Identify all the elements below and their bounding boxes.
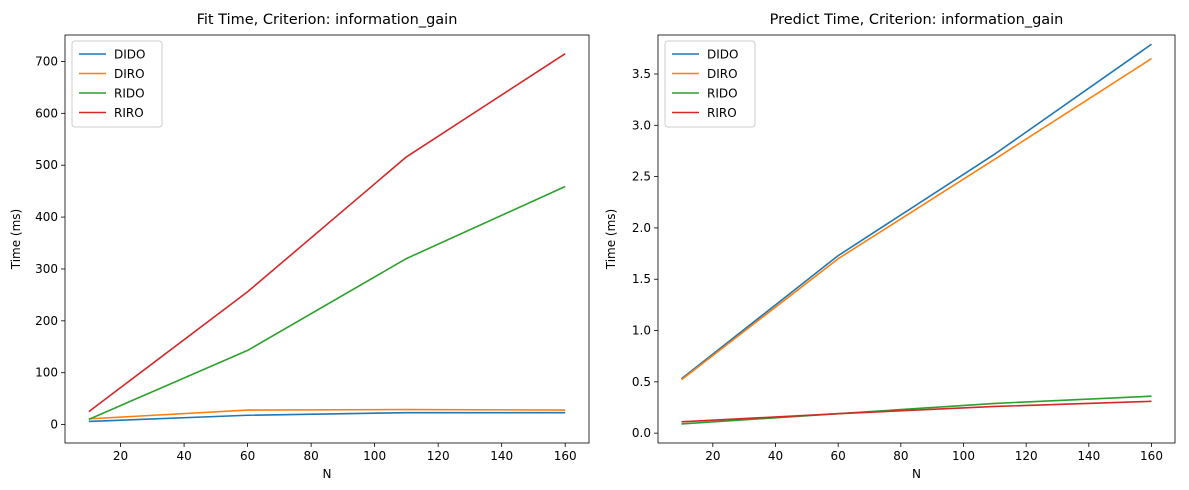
legend-label-riro: RIRO [114, 106, 144, 120]
y-tick-label: 0.0 [632, 426, 651, 440]
series-line-dido [681, 43, 1152, 380]
x-tick-label: 40 [176, 449, 191, 463]
x-tick-label: 140 [1077, 449, 1100, 463]
y-tick-label: 400 [35, 210, 58, 224]
legend-label-riro: RIRO [707, 106, 737, 120]
legend-label-rido: RIDO [707, 87, 738, 101]
legend-label-dido: DIDO [114, 48, 145, 62]
y-tick-label: 1.5 [632, 272, 651, 286]
chart-title: Fit Time, Criterion: information_gain [197, 12, 458, 28]
chart-panel-1: Fit Time, Criterion: information_gain 20 4… [9, 12, 590, 481]
series-line-riro [681, 400, 1152, 423]
series-line-dido [88, 411, 566, 423]
y-tick-label: 3.5 [632, 67, 651, 81]
x-tick-label: 160 [1140, 449, 1163, 463]
chart-panel-2: Predict Time, Criterion: information_gai… [604, 12, 1176, 481]
legend-label-diro: DIRO [707, 67, 738, 81]
x-tick-label: 120 [1015, 449, 1038, 463]
series-line-rido [88, 185, 566, 421]
y-tick-label: 100 [35, 366, 58, 380]
legend-label-rido: RIDO [114, 87, 145, 101]
y-tick-label: 1.0 [632, 324, 651, 338]
y-tick-label: 2.0 [632, 221, 651, 235]
axes-frame [64, 34, 590, 444]
x-tick-label: 60 [831, 449, 846, 463]
y-tick-label: 3.0 [632, 118, 651, 132]
y-axis-label: Time (ms) [604, 209, 618, 271]
x-tick-label: 100 [952, 449, 975, 463]
x-tick-label: 80 [303, 449, 318, 463]
axes-frame [657, 34, 1176, 444]
legend-label-diro: DIRO [114, 67, 145, 81]
legend-box [71, 40, 163, 128]
x-axis-label: N [912, 467, 921, 481]
x-tick-label: 160 [554, 449, 577, 463]
y-tick-label: 500 [35, 158, 58, 172]
y-tick-label: 700 [35, 54, 58, 68]
series-line-riro [88, 53, 566, 413]
y-axis-label: Time (ms) [9, 209, 23, 271]
series-line-rido [681, 395, 1152, 425]
x-tick-label: 80 [893, 449, 908, 463]
x-tick-label: 60 [240, 449, 255, 463]
y-tick-label: 300 [35, 262, 58, 276]
x-tick-label: 20 [705, 449, 720, 463]
y-tick-label: 200 [35, 314, 58, 328]
y-tick-label: 2.5 [632, 170, 651, 184]
legend: DIDO DIRO RIDO RIRO [71, 40, 163, 128]
legend: DIDO DIRO RIDO RIRO [664, 40, 756, 128]
y-tick-label: 0.5 [632, 375, 651, 389]
x-tick-label: 120 [427, 449, 450, 463]
x-axis-label: N [323, 467, 332, 481]
legend-box [664, 40, 756, 128]
chart-title: Predict Time, Criterion: information_gai… [770, 12, 1064, 28]
x-tick-label: 20 [113, 449, 128, 463]
series-line-diro [681, 57, 1152, 381]
y-tick-label: 0 [50, 418, 58, 432]
x-tick-label: 100 [363, 449, 386, 463]
series-line-diro [88, 408, 566, 420]
legend-label-dido: DIDO [707, 48, 738, 62]
x-tick-label: 140 [490, 449, 513, 463]
x-tick-label: 40 [768, 449, 783, 463]
y-tick-label: 600 [35, 106, 58, 120]
